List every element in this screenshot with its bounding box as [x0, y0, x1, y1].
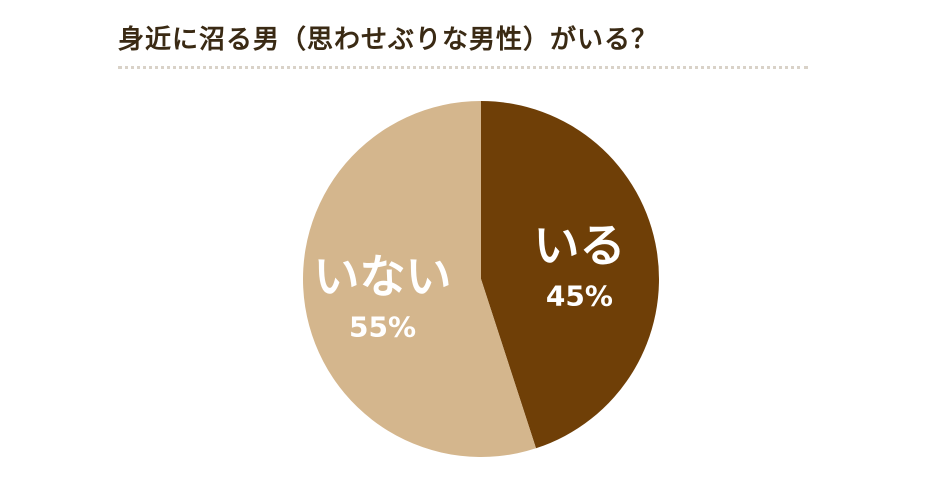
slice-label-0: いる: [533, 218, 625, 272]
pie-slice-0: [481, 101, 659, 449]
title-divider: [118, 66, 808, 69]
chart-header: 身近に沼る男（思わせぶりな男性）がいる？: [118, 22, 808, 69]
chart-title: 身近に沼る男（思わせぶりな男性）がいる？: [118, 25, 659, 55]
slice-label-1: いない: [314, 250, 452, 304]
slice-value-label-0: 45%: [546, 279, 613, 312]
pie-slice-1: [302, 101, 537, 457]
slice-value-label-1: 55%: [349, 311, 416, 344]
